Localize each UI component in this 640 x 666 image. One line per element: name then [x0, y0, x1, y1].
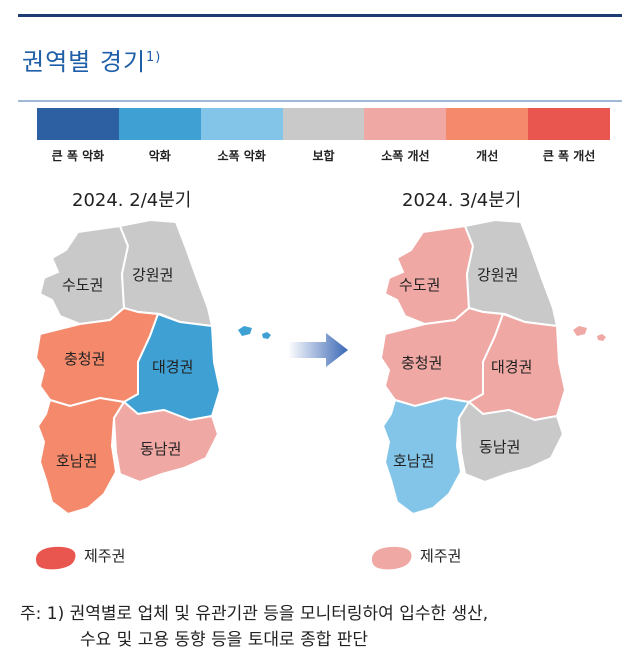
- region-label-honam: 호남권: [56, 452, 97, 470]
- legend-swatch-big-worse: [37, 108, 119, 140]
- period-label-right: 2024. 3/4분기: [402, 190, 522, 211]
- legend-swatch-slightly-worse: [200, 108, 283, 140]
- region-label-dongnam: 동남권: [140, 440, 181, 458]
- jeju-legend-right: 제주권: [368, 543, 461, 575]
- legend-swatch-slightly-better: [364, 108, 447, 140]
- footnote-line-1: 주: 1) 권역별로 업체 및 유관기관 등을 모니터링하여 입수한 생산,: [20, 604, 489, 624]
- legend-label: 큰 폭 악화: [51, 149, 105, 163]
- region-label-chungcheong: 충청권: [64, 350, 105, 368]
- region-label-gangwon: 강원권: [477, 266, 518, 284]
- transition-arrow: [288, 333, 348, 367]
- legend-label: 악화: [148, 149, 171, 163]
- region-honam: [36, 396, 126, 516]
- region-dongnam: [457, 400, 565, 484]
- legend-labels: 큰 폭 악화 악화 소폭 악화 보합 소폭 개선 개선 큰 폭 개선: [37, 147, 610, 164]
- map-left: 수도권 강원권 충청권 대경권 호남권 동남권: [34, 218, 271, 516]
- legend-label: 개선: [476, 149, 499, 163]
- period-label-left: 2024. 2/4분기: [72, 190, 192, 211]
- legend-label: 보합: [312, 149, 335, 163]
- title-footnote-mark: 1): [146, 50, 162, 65]
- region-capital: [38, 224, 130, 326]
- region-label-capital: 수도권: [62, 276, 103, 294]
- region-label-capital: 수도권: [399, 276, 440, 294]
- region-label-chungcheong: 충청권: [401, 354, 442, 372]
- jeju-label-right: 제주권: [420, 547, 462, 565]
- region-capital: [383, 224, 475, 326]
- footnote-line-2: 수요 및 고용 동향 등을 토대로 종합 판단: [80, 630, 369, 650]
- jeju-island-left: [36, 546, 76, 570]
- footnote: 주: 1) 권역별로 업체 및 유관기관 등을 모니터링하여 입수한 생산, 수…: [20, 601, 488, 653]
- top-rule: [18, 14, 622, 17]
- legend-label: 소폭 개선: [381, 149, 430, 163]
- legend-swatch-better: [446, 108, 529, 140]
- legend-swatch-flat: [282, 108, 365, 140]
- jeju-label-left: 제주권: [84, 547, 126, 565]
- region-label-daegyeong: 대경권: [491, 358, 532, 376]
- map-right: 수도권 강원권 충청권 대경권 호남권 동남권: [379, 218, 606, 516]
- title-text: 권역별 경기: [22, 48, 147, 76]
- page-title: 권역별 경기1): [22, 42, 161, 77]
- island-dokdo: [597, 334, 606, 341]
- legend-color-scale: [37, 108, 611, 140]
- jeju-legend-left: 제주권: [32, 543, 125, 575]
- island-ulleung: [573, 326, 587, 336]
- legend-swatch-big-better: [528, 108, 611, 140]
- region-label-honam: 호남권: [393, 452, 434, 470]
- region-dongnam: [112, 400, 220, 484]
- jeju-island-right: [372, 546, 412, 570]
- region-label-daegyeong: 대경권: [152, 358, 193, 376]
- island-dokdo: [262, 332, 271, 339]
- legend-label: 큰 폭 개선: [542, 149, 596, 163]
- island-ulleung: [238, 326, 252, 336]
- legend-swatch-worse: [118, 108, 201, 140]
- region-label-dongnam: 동남권: [479, 438, 520, 456]
- legend-label: 소폭 악화: [217, 149, 266, 163]
- region-honam: [381, 396, 471, 516]
- title-underline: [18, 100, 622, 102]
- region-label-gangwon: 강원권: [132, 266, 173, 284]
